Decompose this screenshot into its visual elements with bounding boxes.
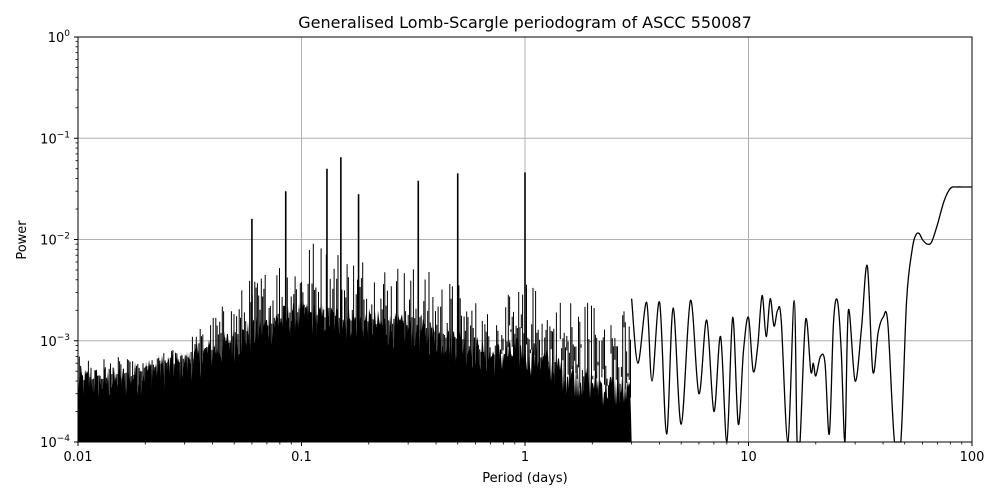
y-tick-label: 10−2 [40, 232, 70, 249]
x-tick-label: 10 [740, 450, 757, 465]
y-axis-label: Power [15, 220, 30, 260]
x-tick-label: 0.1 [291, 450, 312, 465]
y-tick-label: 100 [48, 29, 71, 46]
power-spectrum-line [630, 186, 973, 443]
y-tick-label: 10−4 [40, 434, 70, 451]
x-tick-labels: 0.01 0.1 1 10 100 [64, 450, 985, 465]
axis-ticks [74, 36, 973, 446]
x-axis-label: Period (days) [482, 471, 568, 486]
chart-title: Generalised Lomb-Scargle periodogram of … [298, 13, 752, 32]
x-tick-label: 0.01 [64, 450, 93, 465]
noise-forest [77, 157, 632, 442]
y-tick-label: 10−3 [40, 333, 70, 350]
y-tick-labels: 10−4 10−3 10−2 10−1 100 [40, 29, 70, 451]
plot-frame [77, 36, 973, 443]
y-tick-label: 10−1 [40, 130, 70, 147]
x-tick-label: 100 [960, 450, 985, 465]
x-tick-label: 1 [521, 450, 529, 465]
